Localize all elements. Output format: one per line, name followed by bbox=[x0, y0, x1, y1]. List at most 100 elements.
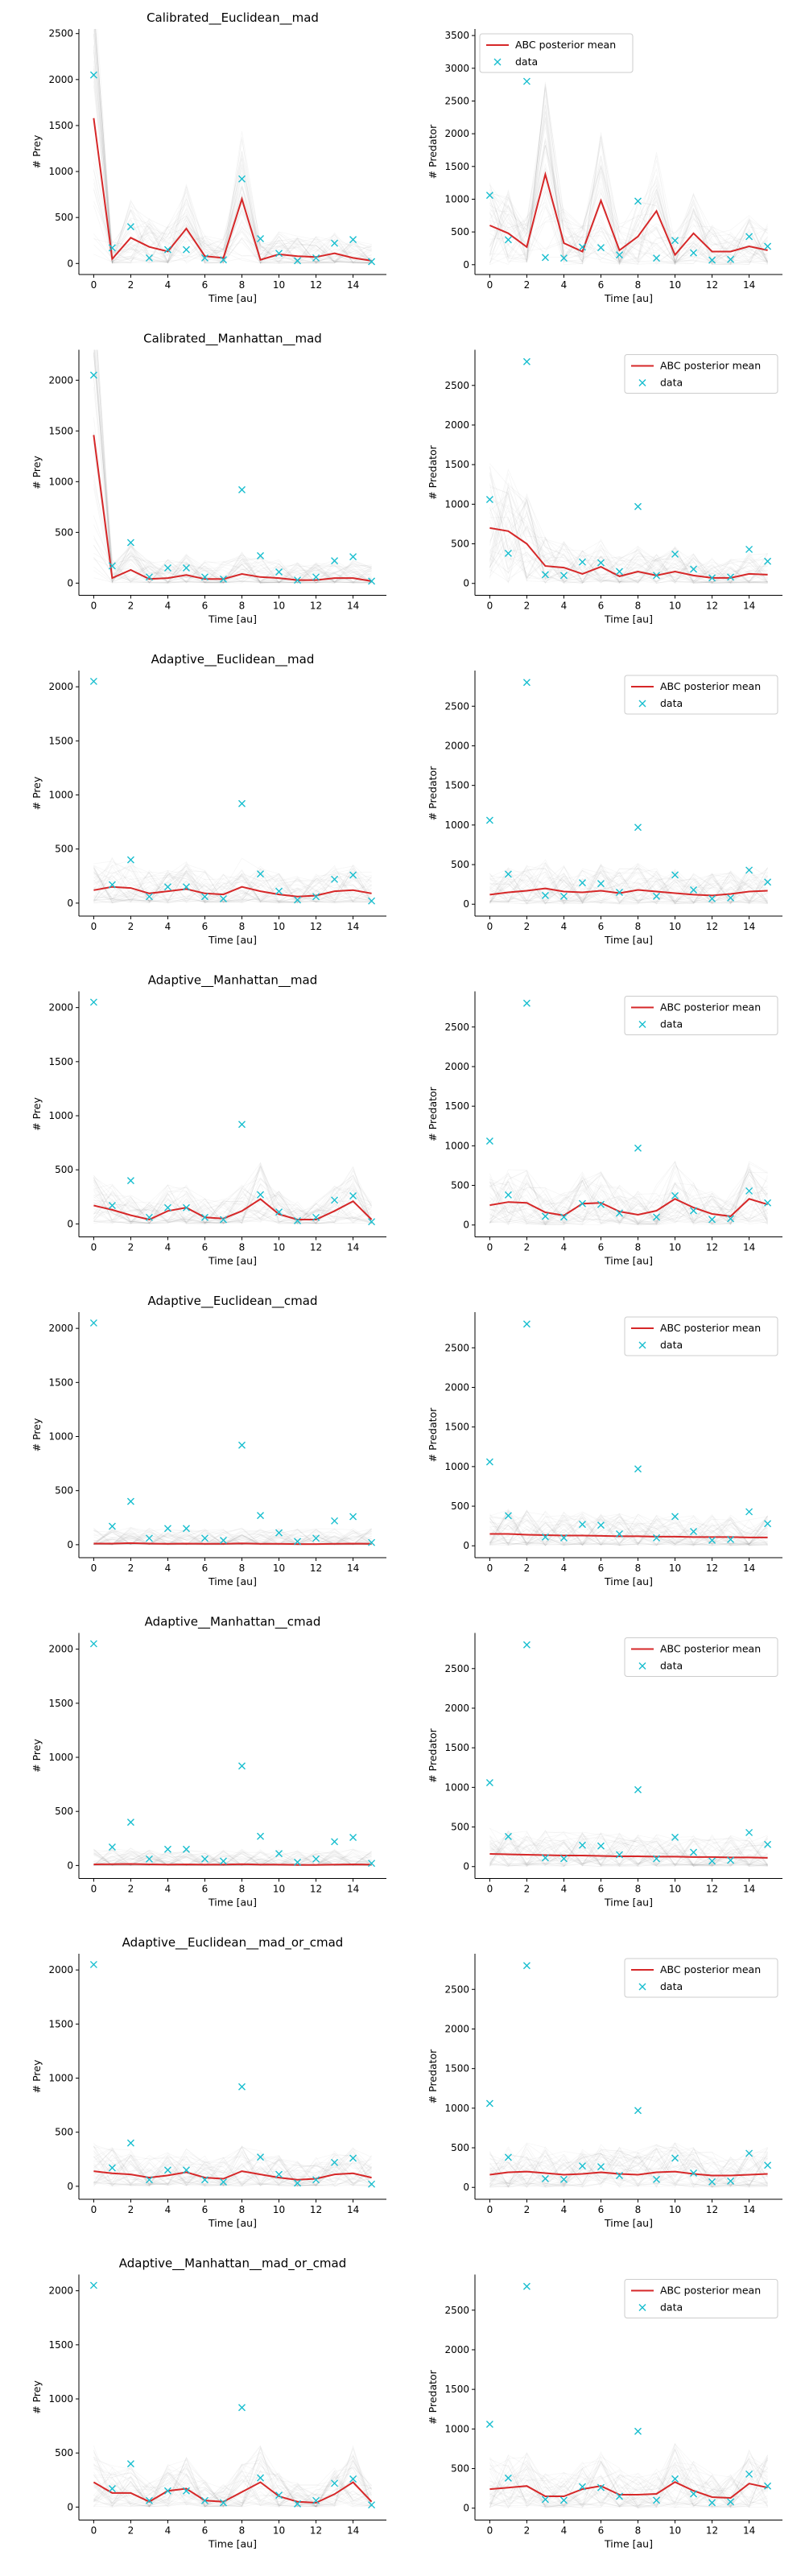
sample-trace bbox=[489, 1169, 768, 1225]
y-axis-label: # Predator bbox=[427, 444, 439, 499]
sample-trace bbox=[93, 442, 372, 584]
sample-trace bbox=[93, 862, 372, 903]
sample-trace bbox=[489, 1831, 768, 1868]
sample-trace bbox=[489, 1181, 768, 1226]
sample-trace bbox=[489, 862, 768, 902]
data-point bbox=[522, 999, 530, 1007]
sample-trace bbox=[489, 2456, 768, 2508]
x-tick-label: 4 bbox=[561, 1563, 568, 1574]
x-tick-label: 10 bbox=[273, 2525, 285, 2537]
sample-trace bbox=[489, 1182, 768, 1225]
sample-trace bbox=[489, 2457, 768, 2508]
data-point bbox=[238, 799, 246, 807]
sample-trace bbox=[93, 1528, 372, 1546]
sample-trace bbox=[93, 349, 372, 584]
data-point bbox=[108, 1843, 116, 1852]
x-tick-label: 6 bbox=[202, 1563, 208, 1574]
y-axis-label: # Prey bbox=[31, 2059, 43, 2093]
data-point bbox=[331, 1196, 339, 1204]
sample-trace bbox=[93, 1191, 372, 1224]
sample-trace bbox=[489, 1514, 768, 1546]
x-tick-label: 12 bbox=[706, 2525, 718, 2537]
sample-trace bbox=[93, 123, 372, 264]
y-tick-label: 2500 bbox=[444, 380, 469, 391]
data-point bbox=[182, 1845, 190, 1853]
data-point bbox=[219, 2499, 227, 2507]
sample-trace bbox=[489, 1162, 768, 1225]
sample-trace bbox=[93, 386, 372, 584]
data-point bbox=[671, 2475, 679, 2483]
sample-trace bbox=[489, 1181, 768, 1225]
sample-trace bbox=[489, 1179, 768, 1225]
x-tick-label: 0 bbox=[487, 921, 493, 932]
sample-trace bbox=[93, 2149, 372, 2187]
sample-trace bbox=[93, 2447, 372, 2508]
sample-trace bbox=[93, 1185, 372, 1224]
sample-trace bbox=[489, 2467, 768, 2508]
sample-trace bbox=[489, 1835, 768, 1866]
sample-trace bbox=[489, 2147, 768, 2187]
data-point bbox=[708, 256, 716, 264]
x-tick-label: 0 bbox=[91, 601, 97, 612]
sample-trace bbox=[93, 864, 372, 903]
x-tick-label: 8 bbox=[239, 1242, 246, 1253]
sample-trace bbox=[93, 538, 372, 584]
x-tick-label: 14 bbox=[347, 2204, 359, 2215]
data-point bbox=[745, 2149, 753, 2157]
x-tick-label: 14 bbox=[347, 1563, 359, 1574]
y-tick-label: 1000 bbox=[48, 790, 73, 801]
data-point bbox=[349, 2475, 357, 2483]
sample-trace bbox=[93, 118, 372, 264]
y-tick-label: 500 bbox=[55, 1806, 73, 1817]
data-point bbox=[257, 1512, 265, 1520]
sample-trace bbox=[489, 1838, 768, 1866]
y-tick-label: 500 bbox=[451, 1822, 469, 1833]
data-point bbox=[764, 878, 772, 886]
data-point bbox=[126, 856, 134, 864]
sample-trace bbox=[93, 2466, 372, 2508]
sample-trace bbox=[93, 867, 372, 903]
y-axis-label: # Predator bbox=[427, 1728, 439, 1782]
legend-box bbox=[479, 33, 634, 73]
subplot-4-predator: 0 2 4 6 8 10 12 14 0 500 1000 1500 2000 2500 Time [au]… bbox=[427, 1312, 782, 1587]
y-tick-label: 0 bbox=[463, 578, 469, 589]
data-point bbox=[126, 539, 134, 547]
sample-trace bbox=[93, 1849, 372, 1866]
sample-trace bbox=[93, 2474, 372, 2508]
sample-trace bbox=[93, 1526, 372, 1546]
sample-trace bbox=[489, 864, 768, 904]
x-tick-label: 6 bbox=[598, 601, 605, 612]
sample-trace bbox=[489, 84, 768, 265]
sample-trace bbox=[93, 474, 372, 584]
data-point bbox=[145, 1534, 153, 1542]
sample-trace bbox=[489, 2148, 768, 2188]
sample-trace bbox=[93, 545, 372, 584]
sample-trace bbox=[93, 1166, 372, 1224]
data-point bbox=[615, 888, 623, 896]
data-point bbox=[727, 1856, 735, 1864]
sample-trace bbox=[489, 872, 768, 905]
subplot-title: Adaptive__Manhattan__cmad bbox=[145, 1615, 321, 1630]
sample-trace bbox=[93, 1191, 372, 1224]
sample-trace bbox=[489, 2143, 768, 2188]
sample-trace bbox=[489, 2143, 768, 2186]
subplot-2-prey: 0 2 4 6 8 10 12 14 0 500 1000 1500 2000 Time [au] # Pr… bbox=[31, 652, 386, 946]
sample-trace bbox=[489, 2453, 768, 2509]
data-point bbox=[238, 175, 246, 183]
x-tick-label: 14 bbox=[743, 601, 755, 612]
sample-trace bbox=[489, 100, 768, 264]
sample-trace bbox=[489, 118, 768, 265]
sample-trace bbox=[93, 2445, 372, 2508]
sample-trace bbox=[489, 2147, 768, 2187]
y-tick-label: 3000 bbox=[444, 63, 469, 74]
y-tick-label: 1000 bbox=[48, 2393, 73, 2405]
sample-trace bbox=[93, 867, 372, 903]
sample-trace bbox=[93, 861, 372, 903]
x-tick-label: 2 bbox=[128, 279, 134, 291]
x-tick-label: 10 bbox=[273, 1884, 285, 1895]
x-tick-label: 8 bbox=[239, 1563, 246, 1574]
sample-trace bbox=[489, 868, 768, 903]
sample-trace bbox=[93, 1183, 372, 1224]
sample-trace bbox=[93, 556, 372, 584]
sample-trace bbox=[93, 869, 372, 904]
